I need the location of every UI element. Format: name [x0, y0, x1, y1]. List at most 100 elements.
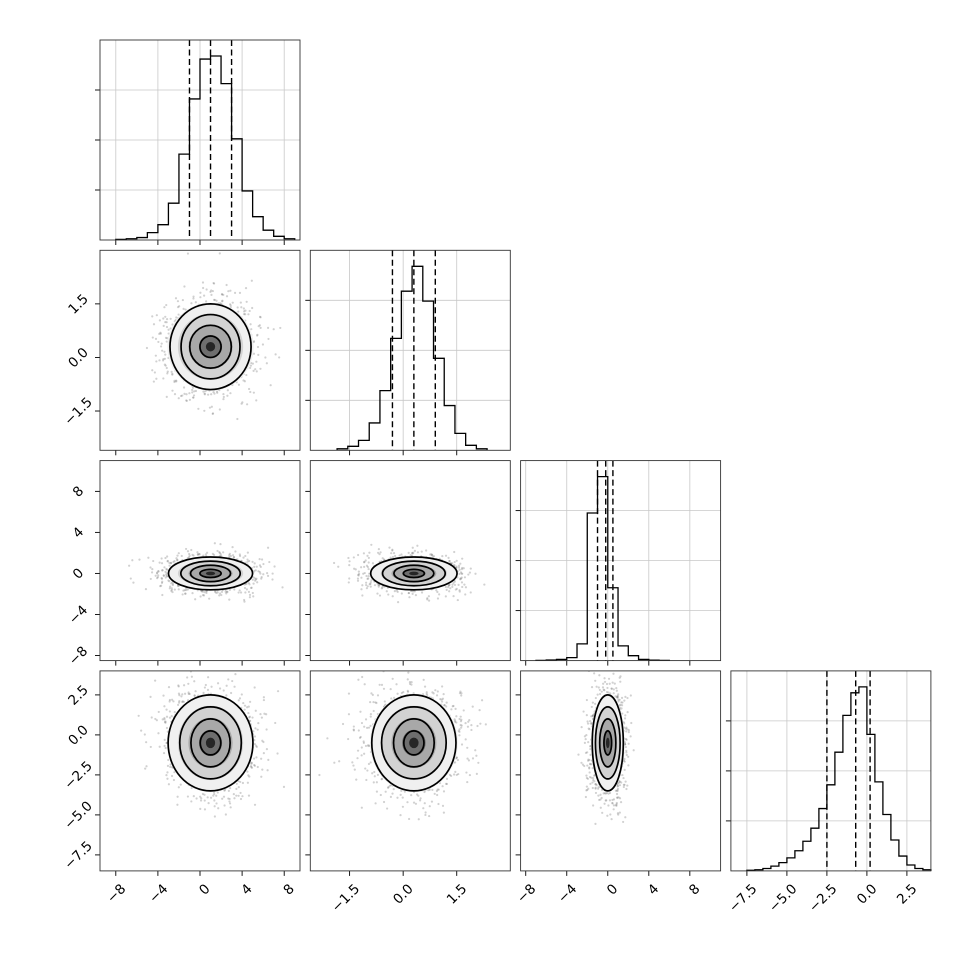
sample-point: [233, 588, 236, 591]
sample-point: [165, 715, 169, 718]
sample-point: [448, 590, 451, 593]
sample-point: [356, 579, 360, 582]
sample-point: [430, 553, 433, 556]
sample-point: [248, 559, 251, 563]
sample-point: [225, 590, 229, 593]
sample-point: [177, 552, 180, 555]
sample-point: [160, 577, 164, 580]
sample-point: [147, 556, 150, 559]
sample-point: [190, 675, 193, 678]
sample-point: [248, 583, 251, 586]
sample-point: [155, 719, 158, 722]
sample-point: [248, 715, 251, 718]
sample-point: [259, 565, 262, 569]
contour-line: [179, 560, 242, 587]
sample-point: [360, 566, 363, 569]
sample-point: [238, 291, 242, 294]
sample-point: [362, 572, 365, 575]
sample-point: [257, 353, 260, 356]
sample-point: [163, 717, 166, 720]
sample-point: [215, 390, 219, 393]
hist-panel-3: [725, 670, 932, 876]
panel-frame: [309, 460, 511, 662]
scatter-panel-2-0: [95, 460, 301, 666]
sample-point: [469, 591, 472, 594]
sample-point: [190, 302, 193, 305]
sample-point: [391, 549, 394, 552]
sample-point: [391, 555, 395, 559]
sample-point: [243, 380, 246, 383]
sample-point: [268, 560, 271, 564]
sample-point: [170, 582, 173, 585]
sample-point: [250, 279, 253, 282]
sample-point: [226, 389, 229, 392]
sample-point: [225, 694, 228, 697]
sample-point: [444, 554, 448, 557]
sample-point: [238, 589, 241, 592]
sample-point: [183, 589, 186, 592]
sample-point: [165, 366, 168, 370]
sample-point: [255, 360, 258, 363]
sample-point: [161, 593, 164, 597]
hist-panel-0: [95, 39, 301, 245]
sample-point: [373, 584, 377, 587]
sample-point: [279, 326, 282, 330]
sample-point: [170, 588, 174, 591]
sample-point: [186, 588, 189, 591]
sample-point: [461, 557, 464, 560]
sample-point: [260, 577, 263, 580]
sample-point: [458, 568, 461, 571]
sample-point: [255, 370, 258, 373]
sample-point: [400, 592, 403, 595]
sample-point: [242, 556, 245, 559]
sample-point: [212, 390, 215, 394]
sample-point: [229, 554, 232, 558]
sample-point: [260, 576, 263, 579]
sample-point: [205, 288, 208, 291]
sample-point: [149, 577, 152, 581]
sample-point: [459, 578, 462, 581]
sample-point: [184, 547, 188, 551]
sample-point: [460, 568, 464, 571]
sample-point: [165, 395, 168, 399]
sample-point: [396, 590, 399, 594]
sample-point: [192, 396, 195, 399]
sample-point: [192, 394, 196, 397]
sample-point: [250, 328, 253, 331]
sample-point: [202, 594, 206, 597]
sample-point: [157, 570, 160, 573]
sample-point: [251, 578, 254, 581]
sample-point: [169, 317, 172, 320]
sample-point: [220, 293, 224, 296]
sample-point: [247, 711, 250, 715]
sample-point: [266, 572, 269, 575]
scatter-panel-2-1: [305, 460, 511, 666]
sample-point: [163, 718, 166, 721]
sample-point: [213, 298, 217, 302]
sample-point: [420, 550, 423, 553]
sample-point: [369, 582, 372, 586]
sample-point: [243, 586, 247, 590]
sample-point: [249, 764, 253, 768]
sample-point: [220, 593, 223, 597]
sample-point: [129, 577, 132, 580]
sample-point: [169, 585, 172, 588]
sample-point: [463, 583, 466, 586]
hist-panel-2: [515, 460, 722, 666]
sample-point: [171, 372, 174, 375]
sample-point: [414, 594, 418, 597]
sample-point: [211, 412, 215, 415]
sample-point: [447, 583, 450, 587]
sample-point: [455, 587, 458, 590]
sample-point: [151, 336, 154, 339]
sample-point: [171, 373, 174, 376]
contour-line: [369, 556, 458, 591]
sample-point: [250, 586, 253, 590]
density-shade: [205, 571, 216, 576]
sample-point: [166, 560, 169, 563]
sample-point: [269, 384, 272, 387]
sample-point: [242, 701, 245, 705]
sample-point: [201, 590, 204, 593]
sample-point: [255, 745, 258, 748]
sample-point: [229, 303, 232, 306]
